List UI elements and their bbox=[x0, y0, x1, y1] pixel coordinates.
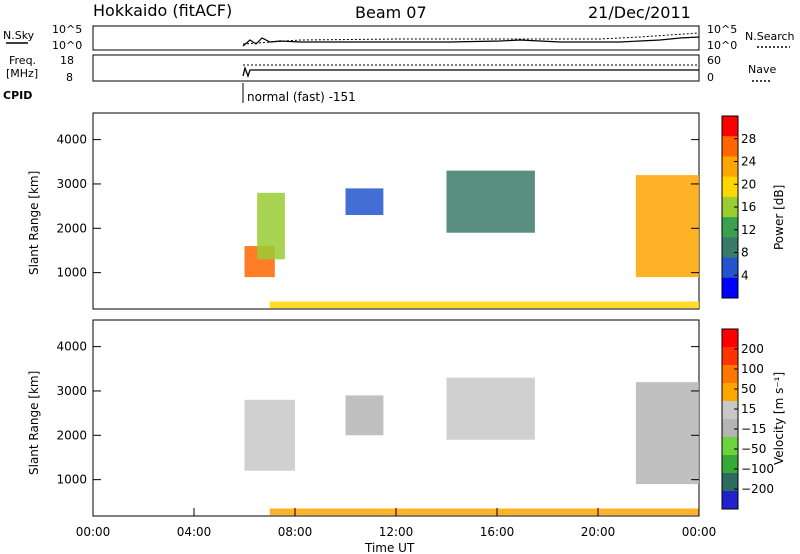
nsearch-trace bbox=[242, 32, 700, 45]
velocity-colorbar-tick-label: −200 bbox=[741, 482, 774, 496]
nsky-trace bbox=[242, 36, 700, 47]
nsky-tick-bottom: 10^0 bbox=[52, 39, 82, 52]
velocity-region-3 bbox=[635, 382, 699, 485]
velocity-colorbar-swatch bbox=[722, 365, 738, 384]
velocity-yticks: 4000 3000 2000 1000 bbox=[56, 340, 699, 487]
station-title: Hokkaido (fitACF) bbox=[93, 1, 232, 20]
freq-trace bbox=[242, 65, 699, 78]
power-colorbar-swatch bbox=[722, 156, 738, 178]
power-colorbar-swatch bbox=[722, 257, 738, 279]
velocity-colorbar-swatch bbox=[722, 401, 738, 420]
freq-label-line1: Freq. bbox=[9, 54, 36, 67]
velocity-ytick-label: 1000 bbox=[56, 473, 87, 487]
time-tick-label: 16:00 bbox=[480, 525, 515, 539]
velocity-colorbar-label: Velocity [m s⁻¹] bbox=[772, 372, 786, 465]
cpid-label: CPID bbox=[3, 89, 32, 102]
power-colorbar-tick-label: 28 bbox=[741, 132, 756, 146]
velocity-colorbar-swatch bbox=[722, 473, 738, 492]
power-colorbar-label: Power [dB] bbox=[772, 185, 786, 250]
power-colorbar-tick-label: 12 bbox=[741, 223, 756, 237]
cpid-text: normal (fast) -151 bbox=[247, 90, 356, 104]
time-tick-label: 00:00 bbox=[682, 525, 717, 539]
time-axis-label: Time UT bbox=[364, 541, 415, 554]
power-ylabel: Slant Range [km] bbox=[27, 171, 41, 275]
velocity-colorbar-tick-label: −50 bbox=[741, 442, 766, 456]
velocity-colorbar-swatch bbox=[722, 347, 738, 366]
power-region-5 bbox=[269, 301, 699, 309]
nsearch-tick-top: 10^5 bbox=[707, 23, 737, 36]
nave-tick-bottom: 0 bbox=[707, 71, 714, 84]
power-ytick-label: 1000 bbox=[56, 266, 87, 280]
nave-tick-top: 60 bbox=[707, 54, 721, 67]
nsky-panel bbox=[92, 25, 700, 51]
nsearch-tick-bottom: 10^0 bbox=[707, 39, 737, 52]
power-colorbar-tick-label: 8 bbox=[741, 246, 749, 260]
freq-tick-top: 18 bbox=[60, 54, 74, 67]
velocity-colorbar-swatch bbox=[722, 419, 738, 438]
velocity-ytick-label: 2000 bbox=[56, 428, 87, 442]
power-colorbar-tick-label: 4 bbox=[741, 268, 749, 282]
time-tick-label: 12:00 bbox=[379, 525, 414, 539]
velocity-colorbar-tick-label: 15 bbox=[741, 402, 756, 416]
velocity-colorbar-swatch bbox=[722, 455, 738, 474]
nsearch-label: N.Search bbox=[745, 30, 795, 43]
velocity-region-4 bbox=[269, 508, 699, 516]
velocity-colorbar-tick-label: 200 bbox=[741, 342, 764, 356]
velocity-data bbox=[244, 377, 699, 516]
velocity-region-2 bbox=[446, 377, 535, 440]
freq-label-line2: [MHz] bbox=[6, 67, 38, 80]
velocity-region-1 bbox=[345, 395, 384, 436]
velocity-region-0 bbox=[244, 399, 295, 471]
power-panel bbox=[92, 112, 700, 310]
power-colorbar: 28 24 20 16 12 8 4 bbox=[721, 115, 756, 299]
power-region-4 bbox=[635, 175, 699, 278]
velocity-ylabel: Slant Range [km] bbox=[27, 371, 41, 475]
power-region-3 bbox=[446, 170, 535, 233]
time-tick-label: 00:00 bbox=[76, 525, 111, 539]
power-colorbar-swatch bbox=[722, 277, 738, 299]
power-colorbar-swatch bbox=[722, 196, 738, 218]
power-colorbar-swatch bbox=[722, 136, 738, 157]
velocity-colorbar-tick-label: 50 bbox=[741, 382, 756, 396]
power-ytick-label: 4000 bbox=[56, 133, 87, 147]
power-region-1 bbox=[257, 192, 285, 260]
freq-tick-bottom: 8 bbox=[66, 71, 73, 84]
power-colorbar-tick-label: 20 bbox=[741, 177, 756, 191]
nsky-label: N.Sky bbox=[3, 29, 35, 42]
date-title: 21/Dec/2011 bbox=[588, 3, 691, 22]
time-tick-label: 04:00 bbox=[177, 525, 212, 539]
power-colorbar-swatch bbox=[722, 217, 738, 238]
beam-title: Beam 07 bbox=[355, 3, 427, 22]
power-yticks: 4000 3000 2000 1000 bbox=[56, 133, 699, 280]
velocity-colorbar-tick-label: 100 bbox=[741, 362, 764, 376]
time-axis-ticks: 00:00 04:00 08:00 12:00 16:00 20:00 00:00 bbox=[76, 508, 717, 539]
freq-panel bbox=[92, 54, 700, 82]
power-ytick-label: 2000 bbox=[56, 221, 87, 235]
power-colorbar-swatch bbox=[722, 237, 738, 259]
velocity-colorbar-swatch bbox=[722, 329, 738, 348]
power-ytick-label: 3000 bbox=[56, 177, 87, 191]
power-region-2 bbox=[345, 188, 384, 215]
power-data bbox=[244, 170, 699, 309]
power-colorbar-tick-label: 24 bbox=[741, 155, 756, 169]
power-colorbar-tick-label: 16 bbox=[741, 200, 756, 214]
time-tick-label: 20:00 bbox=[581, 525, 616, 539]
velocity-colorbar-frame bbox=[721, 328, 739, 510]
velocity-ytick-label: 3000 bbox=[56, 384, 87, 398]
power-colorbar-swatch bbox=[722, 116, 738, 137]
nave-label: Nave bbox=[748, 63, 776, 76]
velocity-colorbar-swatch bbox=[722, 491, 738, 510]
velocity-colorbar-swatch bbox=[722, 383, 738, 402]
velocity-colorbar-tick-label: −100 bbox=[741, 462, 774, 476]
velocity-ytick-label: 4000 bbox=[56, 340, 87, 354]
time-tick-label: 08:00 bbox=[278, 525, 313, 539]
velocity-colorbar: 200 100 50 15 −15 −50 −100 −200 bbox=[721, 328, 774, 510]
velocity-colorbar-tick-label: −15 bbox=[741, 422, 766, 436]
power-colorbar-swatch bbox=[722, 176, 738, 198]
velocity-panel bbox=[92, 319, 700, 517]
velocity-colorbar-swatch bbox=[722, 437, 738, 456]
nsky-tick-top: 10^5 bbox=[52, 23, 82, 36]
